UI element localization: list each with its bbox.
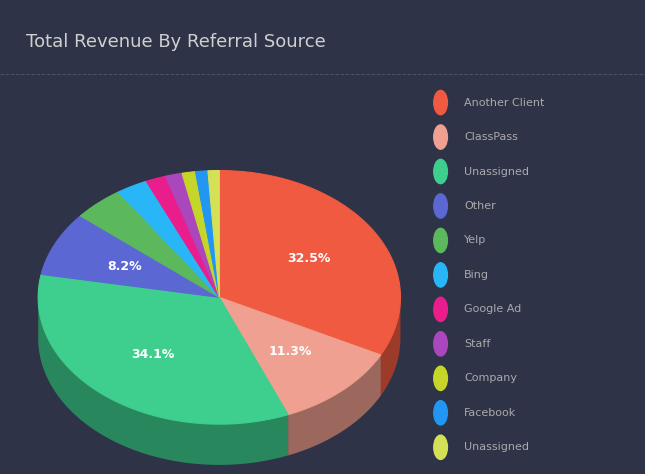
Polygon shape [38,274,288,424]
Circle shape [434,228,448,253]
Text: Unassigned: Unassigned [464,166,529,176]
Text: Total Revenue By Referral Source: Total Revenue By Referral Source [26,33,326,51]
Polygon shape [146,176,219,297]
Text: Another Client: Another Client [464,98,544,108]
Circle shape [434,263,448,287]
Polygon shape [41,216,219,297]
Polygon shape [195,171,219,297]
Text: Company: Company [464,374,517,383]
Polygon shape [182,172,219,297]
Text: 32.5%: 32.5% [287,253,331,265]
Polygon shape [166,173,219,297]
Polygon shape [381,300,401,396]
Text: Google Ad: Google Ad [464,304,521,314]
Text: Bing: Bing [464,270,489,280]
Polygon shape [38,302,288,465]
Text: Facebook: Facebook [464,408,516,418]
Text: Staff: Staff [464,339,490,349]
Polygon shape [219,297,381,415]
Circle shape [434,159,448,183]
Polygon shape [219,171,401,355]
Text: Unassigned: Unassigned [464,442,529,452]
Text: Yelp: Yelp [464,236,486,246]
Circle shape [434,297,448,321]
Text: ClassPass: ClassPass [464,132,518,142]
Circle shape [434,194,448,218]
Text: 8.2%: 8.2% [107,260,141,273]
Circle shape [434,91,448,115]
Polygon shape [208,171,219,297]
Circle shape [434,435,448,459]
Polygon shape [219,297,381,396]
Polygon shape [119,181,219,297]
Polygon shape [81,192,219,297]
Text: 34.1%: 34.1% [132,348,175,361]
Text: Other: Other [464,201,496,211]
Circle shape [434,125,448,149]
Polygon shape [288,355,381,456]
Circle shape [434,401,448,425]
Circle shape [434,366,448,391]
Text: 11.3%: 11.3% [269,345,312,358]
Polygon shape [219,297,288,456]
Circle shape [434,332,448,356]
